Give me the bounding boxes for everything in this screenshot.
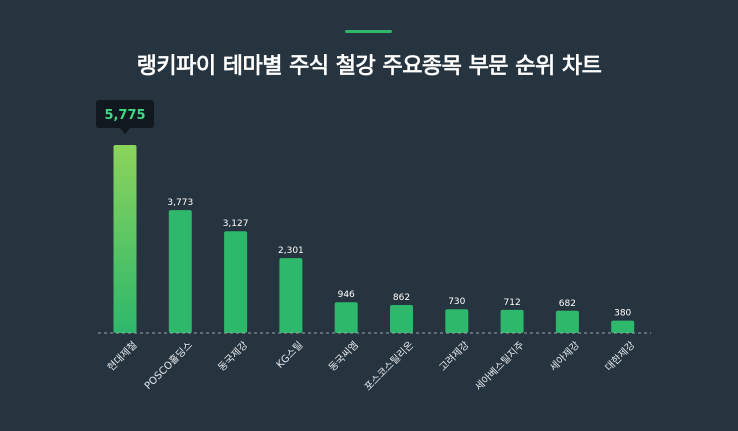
bar-value-label: 862 [393,293,410,303]
category-label: 고려제강 [437,339,472,374]
bar-6 [390,304,413,333]
bar-7 [445,309,469,333]
category-label: 대한제강 [603,339,638,374]
category-label: 현대제철 [105,339,140,374]
bar-value-label: 2,301 [278,246,304,256]
bar-5 [334,302,358,333]
bar-2 [168,210,192,333]
bar-4 [279,258,303,333]
title-accent-line [345,30,392,33]
bar-value-label: 682 [559,299,576,309]
category-label: 세아제강 [548,339,583,374]
bar-value-label: 730 [448,297,465,307]
category-label: 세아베스틸지주 [472,338,527,393]
category-label: 동국씨엠 [326,339,361,374]
bar-10 [611,320,635,333]
bar-value-label: 3,127 [223,219,249,229]
tooltip-value-label: 5,775 [104,108,145,123]
category-label: POSCO홀딩스 [141,338,195,392]
category-label: KG스틸 [273,338,305,370]
bar-value-label: 946 [338,290,355,300]
bar-value-label: 712 [504,298,521,308]
tooltip-pointer [120,128,130,134]
category-label: 동국제강 [216,339,251,374]
bar-9 [555,310,579,333]
chart-title: 랭키파이 테마별 주식 철강 주요종목 부문 순위 차트 [136,54,602,79]
bar-3 [224,231,248,333]
bar-value-label: 380 [614,309,631,319]
value-tooltip [96,100,154,128]
bar-8 [500,309,524,333]
bar-1 [113,145,137,333]
bar-value-label: 3,773 [167,198,193,208]
category-label: 포스코스틸리온 [361,338,416,393]
